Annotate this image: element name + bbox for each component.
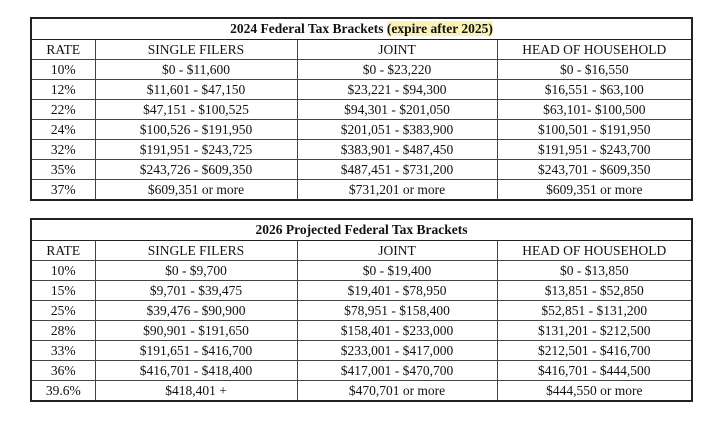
table-title-row: 2024 Federal Tax Brackets (expire after … <box>30 17 693 40</box>
table-title-row: 2026 Projected Federal Tax Brackets <box>30 218 693 241</box>
joint-cell: $731,201 or more <box>296 179 498 201</box>
single-filers-cell: $47,151 - $100,525 <box>94 99 298 120</box>
rate-cell: 25% <box>30 300 96 321</box>
table-title-text: 2026 Projected Federal Tax Brackets <box>255 222 468 238</box>
rate-cell: 35% <box>30 159 96 180</box>
single-filers-cell: $609,351 or more <box>94 179 298 201</box>
single-filers-cell: $0 - $9,700 <box>94 260 298 281</box>
joint-cell: $487,451 - $731,200 <box>296 159 498 180</box>
joint-cell: $383,901 - $487,450 <box>296 139 498 160</box>
head-of-household-cell: $609,351 or more <box>496 179 693 201</box>
single-filers-cell: $0 - $11,600 <box>94 59 298 80</box>
single-filers-cell: $9,701 - $39,475 <box>94 280 298 301</box>
single-filers-cell: $191,951 - $243,725 <box>94 139 298 160</box>
rate-cell: 33% <box>30 340 96 361</box>
head-of-household-cell: $0 - $13,850 <box>496 260 693 281</box>
column-header-head-of-household: HEAD OF HOUSEHOLD <box>496 240 693 261</box>
table-header-row: RATE SINGLE FILERS JOINT HEAD OF HOUSEHO… <box>30 240 693 261</box>
table-row: 33% $191,651 - $416,700 $233,001 - $417,… <box>30 340 693 361</box>
table-row: 32% $191,951 - $243,725 $383,901 - $487,… <box>30 139 693 160</box>
table-row: 10% $0 - $9,700 $0 - $19,400 $0 - $13,85… <box>30 260 693 281</box>
head-of-household-cell: $191,951 - $243,700 <box>496 139 693 160</box>
head-of-household-cell: $416,701 - $444,500 <box>496 360 693 381</box>
table-row: 35% $243,726 - $609,350 $487,451 - $731,… <box>30 159 693 180</box>
column-header-head-of-household: HEAD OF HOUSEHOLD <box>496 39 693 60</box>
rate-cell: 36% <box>30 360 96 381</box>
table-row: 12% $11,601 - $47,150 $23,221 - $94,300 … <box>30 79 693 100</box>
head-of-household-cell: $243,701 - $609,350 <box>496 159 693 180</box>
head-of-household-cell: $16,551 - $63,100 <box>496 79 693 100</box>
column-header-joint: JOINT <box>296 240 498 261</box>
table-row: 39.6% $418,401 + $470,701 or more $444,5… <box>30 380 693 402</box>
table-title-highlight: (expire after 2025) <box>386 21 493 37</box>
column-header-rate: RATE <box>30 39 96 60</box>
head-of-household-cell: $0 - $16,550 <box>496 59 693 80</box>
joint-cell: $78,951 - $158,400 <box>296 300 498 321</box>
table-title: 2024 Federal Tax Brackets (expire after … <box>30 17 693 40</box>
rate-cell: 10% <box>30 59 96 80</box>
rate-cell: 10% <box>30 260 96 281</box>
table-row: 22% $47,151 - $100,525 $94,301 - $201,05… <box>30 99 693 120</box>
head-of-household-cell: $131,201 - $212,500 <box>496 320 693 341</box>
tax-brackets-2024-table: 2024 Federal Tax Brackets (expire after … <box>30 17 694 201</box>
joint-cell: $233,001 - $417,000 <box>296 340 498 361</box>
single-filers-cell: $191,651 - $416,700 <box>94 340 298 361</box>
rate-cell: 24% <box>30 119 96 140</box>
column-header-joint: JOINT <box>296 39 498 60</box>
head-of-household-cell: $100,501 - $191,950 <box>496 119 693 140</box>
single-filers-cell: $416,701 - $418,400 <box>94 360 298 381</box>
table-row: 15% $9,701 - $39,475 $19,401 - $78,950 $… <box>30 280 693 301</box>
head-of-household-cell: $63,101- $100,500 <box>496 99 693 120</box>
joint-cell: $0 - $23,220 <box>296 59 498 80</box>
column-header-rate: RATE <box>30 240 96 261</box>
joint-cell: $417,001 - $470,700 <box>296 360 498 381</box>
tax-brackets-2026-table: 2026 Projected Federal Tax Brackets RATE… <box>30 218 694 402</box>
rate-cell: 37% <box>30 179 96 201</box>
column-header-single-filers: SINGLE FILERS <box>94 240 298 261</box>
single-filers-cell: $243,726 - $609,350 <box>94 159 298 180</box>
rate-cell: 39.6% <box>30 380 96 402</box>
head-of-household-cell: $52,851 - $131,200 <box>496 300 693 321</box>
joint-cell: $23,221 - $94,300 <box>296 79 498 100</box>
joint-cell: $201,051 - $383,900 <box>296 119 498 140</box>
column-header-single-filers: SINGLE FILERS <box>94 39 298 60</box>
joint-cell: $0 - $19,400 <box>296 260 498 281</box>
single-filers-cell: $100,526 - $191,950 <box>94 119 298 140</box>
joint-cell: $158,401 - $233,000 <box>296 320 498 341</box>
head-of-household-cell: $212,501 - $416,700 <box>496 340 693 361</box>
rate-cell: 28% <box>30 320 96 341</box>
joint-cell: $19,401 - $78,950 <box>296 280 498 301</box>
head-of-household-cell: $13,851 - $52,850 <box>496 280 693 301</box>
table-row: 28% $90,901 - $191,650 $158,401 - $233,0… <box>30 320 693 341</box>
table-title-text: 2024 Federal Tax Brackets <box>230 21 384 37</box>
single-filers-cell: $11,601 - $47,150 <box>94 79 298 100</box>
table-row: 25% $39,476 - $90,900 $78,951 - $158,400… <box>30 300 693 321</box>
single-filers-cell: $90,901 - $191,650 <box>94 320 298 341</box>
table-row: 24% $100,526 - $191,950 $201,051 - $383,… <box>30 119 693 140</box>
single-filers-cell: $418,401 + <box>94 380 298 402</box>
rate-cell: 22% <box>30 99 96 120</box>
table-row: 36% $416,701 - $418,400 $417,001 - $470,… <box>30 360 693 381</box>
rate-cell: 15% <box>30 280 96 301</box>
table-row: 10% $0 - $11,600 $0 - $23,220 $0 - $16,5… <box>30 59 693 80</box>
joint-cell: $470,701 or more <box>296 380 498 402</box>
rate-cell: 32% <box>30 139 96 160</box>
table-title: 2026 Projected Federal Tax Brackets <box>30 218 693 241</box>
table-header-row: RATE SINGLE FILERS JOINT HEAD OF HOUSEHO… <box>30 39 693 60</box>
head-of-household-cell: $444,550 or more <box>496 380 693 402</box>
table-row: 37% $609,351 or more $731,201 or more $6… <box>30 179 693 201</box>
single-filers-cell: $39,476 - $90,900 <box>94 300 298 321</box>
joint-cell: $94,301 - $201,050 <box>296 99 498 120</box>
rate-cell: 12% <box>30 79 96 100</box>
